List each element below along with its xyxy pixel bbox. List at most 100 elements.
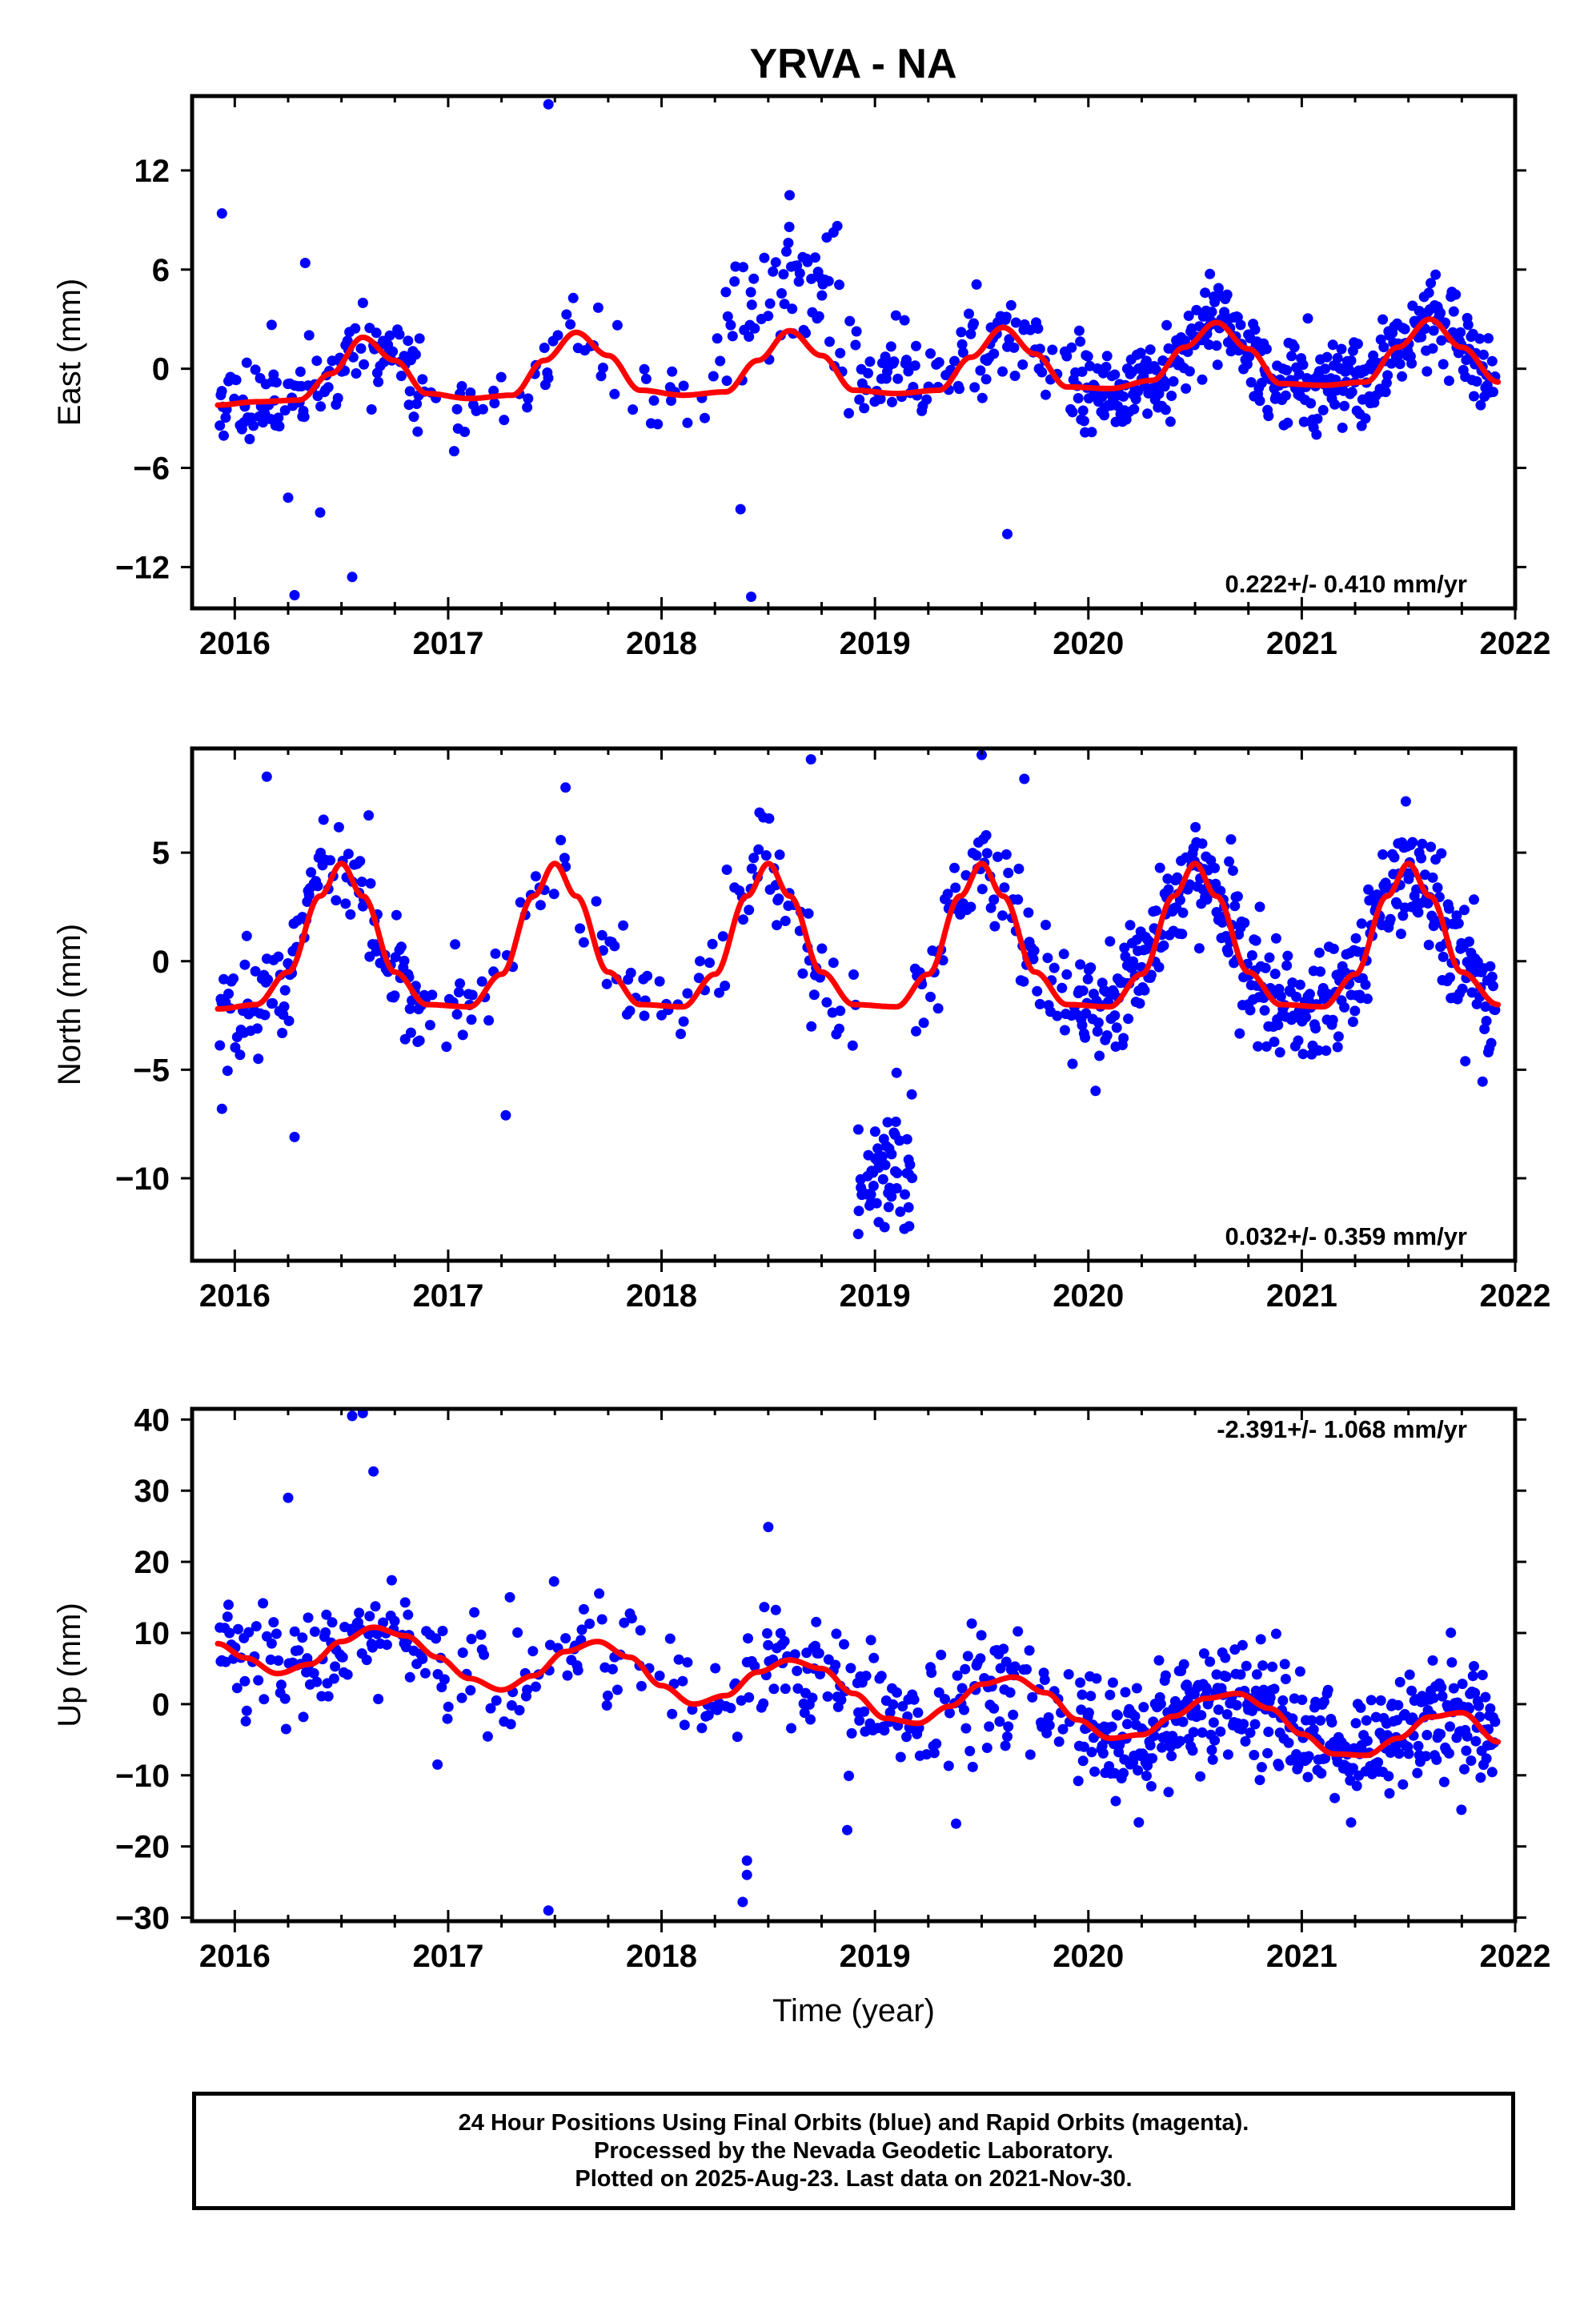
data-point xyxy=(1196,1710,1207,1721)
data-point xyxy=(831,1628,842,1639)
data-point xyxy=(592,302,604,313)
data-point xyxy=(679,1719,690,1731)
data-point xyxy=(639,1010,650,1021)
data-point xyxy=(1241,1660,1252,1671)
data-point xyxy=(1229,901,1241,912)
data-point xyxy=(1221,1671,1232,1683)
data-point xyxy=(700,412,710,423)
data-point xyxy=(267,997,279,1009)
data-point xyxy=(250,364,261,375)
data-point xyxy=(357,297,368,308)
data-point xyxy=(890,310,901,321)
data-point xyxy=(1474,1700,1484,1711)
data-point xyxy=(635,1625,646,1636)
data-point xyxy=(1356,918,1367,929)
data-point xyxy=(997,910,1008,921)
data-point xyxy=(738,914,748,925)
data-point xyxy=(714,987,724,998)
data-point xyxy=(332,392,343,403)
data-point xyxy=(1370,1711,1381,1723)
data-point xyxy=(1456,1804,1467,1815)
data-point xyxy=(1294,979,1305,990)
data-point xyxy=(830,1659,841,1671)
data-point xyxy=(873,1162,884,1174)
data-point xyxy=(1413,1740,1424,1751)
plot-frame xyxy=(190,746,1518,1263)
data-point xyxy=(1201,1684,1213,1695)
data-point xyxy=(475,1629,487,1640)
data-point xyxy=(1460,1056,1471,1067)
data-point xyxy=(1191,304,1202,315)
data-point xyxy=(1264,952,1275,963)
data-point xyxy=(459,427,471,437)
data-point xyxy=(252,1023,263,1034)
data-point xyxy=(678,380,689,391)
data-point xyxy=(1398,910,1409,921)
data-point xyxy=(1471,376,1482,387)
data-point xyxy=(1133,1817,1145,1828)
data-point xyxy=(522,402,533,413)
data-point xyxy=(746,863,757,874)
data-point xyxy=(960,1723,972,1734)
data-point xyxy=(273,951,284,962)
data-point xyxy=(863,1149,874,1161)
data-point xyxy=(848,969,859,980)
data-point xyxy=(844,1771,854,1781)
data-point xyxy=(1443,903,1454,914)
data-point xyxy=(1477,1076,1488,1087)
data-point xyxy=(940,1694,950,1705)
points-up xyxy=(215,1409,1501,1916)
data-point xyxy=(1163,1787,1174,1798)
data-point xyxy=(442,1713,453,1724)
data-point xyxy=(1275,991,1286,1002)
data-point xyxy=(327,1617,338,1628)
data-point xyxy=(721,375,732,387)
data-point xyxy=(303,1612,314,1623)
data-point xyxy=(1478,349,1489,360)
data-point xyxy=(1002,1731,1013,1742)
data-point xyxy=(572,1665,583,1676)
data-point xyxy=(1462,1731,1473,1742)
data-point xyxy=(523,393,534,404)
data-point xyxy=(976,392,988,403)
data-point xyxy=(1106,1721,1117,1732)
data-point xyxy=(1457,1679,1468,1690)
data-point xyxy=(1239,917,1250,929)
data-point xyxy=(1075,959,1086,970)
data-point xyxy=(1160,404,1171,415)
data-point xyxy=(1269,1683,1280,1695)
data-point xyxy=(1021,1664,1032,1675)
data-point xyxy=(451,1009,463,1020)
data-point xyxy=(1377,314,1389,325)
data-point xyxy=(748,273,760,284)
data-point xyxy=(1001,1656,1012,1667)
data-point xyxy=(1024,1645,1035,1656)
data-point xyxy=(224,1627,235,1639)
data-point xyxy=(490,948,501,959)
data-point xyxy=(1375,1695,1386,1706)
data-point xyxy=(280,1723,291,1735)
data-point xyxy=(1378,342,1389,353)
data-point xyxy=(944,1707,955,1719)
data-point xyxy=(772,920,782,931)
data-point xyxy=(975,1653,986,1664)
data-point xyxy=(543,98,554,110)
data-point xyxy=(1129,1711,1141,1722)
data-point xyxy=(964,308,974,319)
data-point xyxy=(1464,936,1474,947)
data-point xyxy=(1043,1712,1054,1723)
data-point xyxy=(601,978,612,989)
data-point xyxy=(308,1667,319,1679)
data-point xyxy=(865,1189,876,1200)
data-point xyxy=(1032,985,1043,997)
data-point xyxy=(1256,1762,1267,1773)
data-point xyxy=(565,319,576,330)
data-point xyxy=(821,997,832,1008)
data-point xyxy=(1393,1699,1404,1711)
data-point xyxy=(578,1603,589,1615)
data-point xyxy=(741,1869,752,1880)
data-point xyxy=(395,941,407,953)
data-point xyxy=(259,1694,270,1705)
data-point xyxy=(1280,390,1291,401)
data-point xyxy=(968,318,979,329)
